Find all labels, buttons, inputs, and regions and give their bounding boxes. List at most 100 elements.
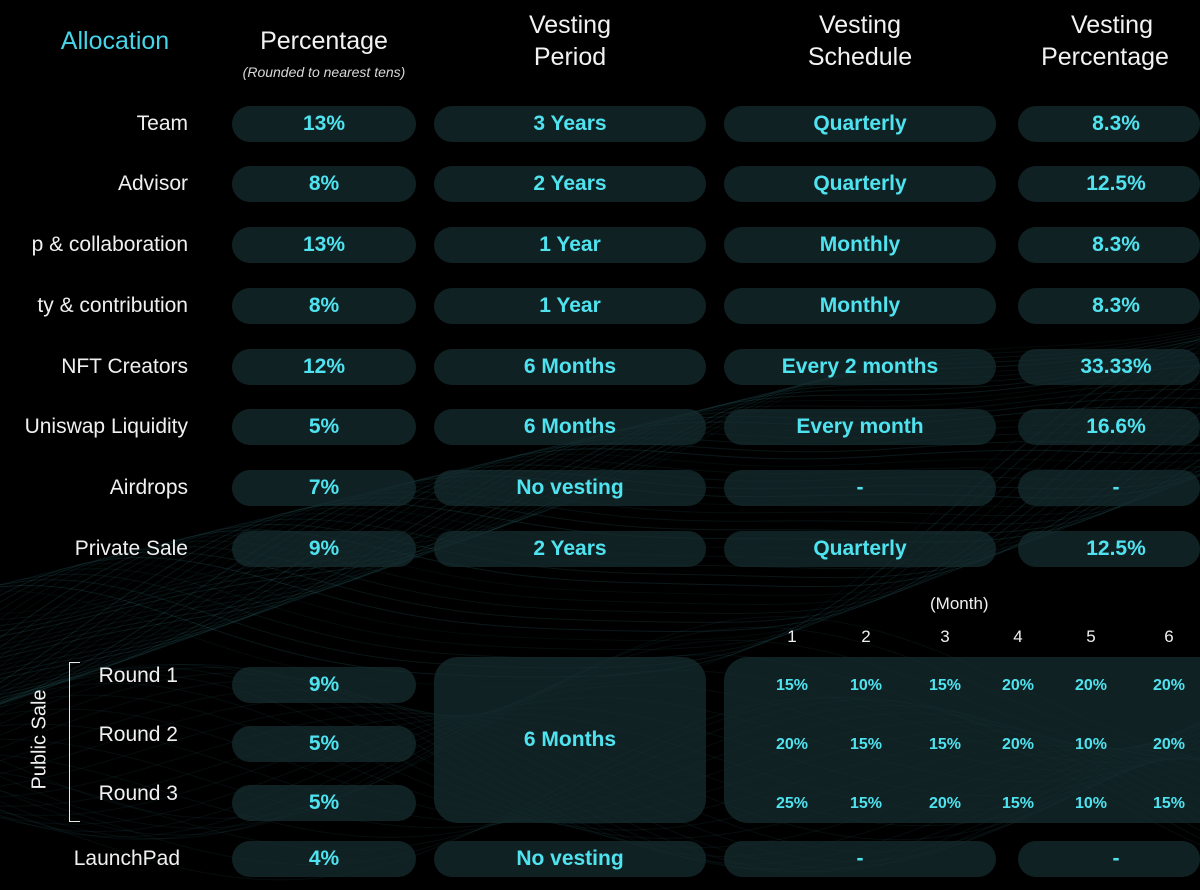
cell-monthly-pct: 20%: [1152, 677, 1186, 694]
row-label: ty & contribution: [37, 294, 188, 317]
cell-vest_pct: 8.3%: [1092, 294, 1140, 317]
cell-schedule: -: [856, 476, 864, 499]
month-number: 3: [940, 627, 950, 646]
cell-percentage: 13%: [302, 112, 346, 135]
round-label: Round 1: [98, 664, 178, 687]
cell-pill: [232, 531, 416, 567]
cell-pill: [1018, 349, 1200, 385]
cell-monthly-pct: 10%: [849, 677, 883, 694]
cell-percentage: 4%: [308, 847, 340, 870]
month-number: 2: [861, 627, 871, 646]
cell-monthly-pct: 20%: [1152, 736, 1186, 753]
cell-period: No vesting: [516, 476, 624, 499]
cell-schedule: Monthly: [819, 294, 901, 317]
cell-monthly-pct: 25%: [775, 795, 809, 812]
cell-percentage: 9%: [308, 673, 340, 696]
cell-pill: [232, 227, 416, 263]
cell-schedule: Monthly: [819, 233, 901, 256]
cell-monthly-pct: 10%: [1074, 795, 1108, 812]
wave-line: [0, 358, 1200, 655]
cell-pill: [724, 227, 996, 263]
cell-pill: [1018, 409, 1200, 445]
cell-pill: [724, 409, 996, 445]
wave-line: [0, 365, 1200, 659]
cell-pill: [1018, 470, 1200, 506]
period-merged-pill: [434, 657, 706, 823]
month-number: 1: [787, 627, 797, 646]
wave-line: [0, 349, 1200, 651]
month-number: 6: [1164, 627, 1174, 646]
row-label: NFT Creators: [61, 355, 188, 378]
cell-pill: [434, 288, 706, 324]
cell-pill: [232, 667, 416, 703]
cell-pill: [1018, 106, 1200, 142]
wave-line: [0, 470, 1200, 695]
cell-pill: [232, 288, 416, 324]
wave-line: [0, 355, 1200, 641]
header-percentage-note: (Rounded to nearest tens): [242, 64, 406, 80]
cell-percentage: 8%: [308, 294, 340, 317]
cell-monthly-pct: 20%: [928, 795, 962, 812]
row-label: Advisor: [117, 172, 188, 195]
wave-line: [0, 453, 1200, 702]
cell-monthly-pct: 20%: [1001, 736, 1035, 753]
cell-period: 3 Years: [533, 112, 607, 135]
cell-monthly-pct: 15%: [928, 736, 962, 753]
month-header: (Month): [930, 594, 989, 613]
cell-schedule: -: [856, 847, 864, 870]
cell-monthly-pct: 15%: [849, 736, 883, 753]
cell-period: 1 Year: [539, 294, 601, 317]
cell-pill: [232, 409, 416, 445]
cell-vest_pct: 12.5%: [1086, 172, 1146, 195]
wave-line: [0, 459, 1200, 704]
header-allocation: Allocation: [60, 27, 170, 55]
cell-vest_pct: 12.5%: [1086, 537, 1146, 560]
cell-pill: [724, 166, 996, 202]
cell-pill: [1018, 227, 1200, 263]
cell-pill: [434, 166, 706, 202]
row-label: Uniswap Liquidity: [24, 415, 188, 438]
header-percentage: Percentage: [260, 27, 388, 55]
cell-percentage: 5%: [308, 791, 340, 814]
header-vesting-percentage-line1: Vesting: [1070, 11, 1153, 39]
cell-pill: [434, 106, 706, 142]
wave-line: [0, 352, 1200, 650]
header-vesting-schedule-line1: Vesting: [818, 11, 901, 39]
month-number: 4: [1013, 627, 1023, 646]
cell-pill: [724, 531, 996, 567]
cell-vest_pct: 33.33%: [1080, 355, 1152, 378]
cell-pill: [1018, 531, 1200, 567]
cell-vest_pct: 8.3%: [1092, 233, 1140, 256]
cell-period: 6 Months: [523, 415, 617, 438]
cell-monthly-pct: 20%: [1001, 677, 1035, 694]
wave-line: [0, 363, 1200, 633]
cell-pill: [1018, 166, 1200, 202]
cell-pill: [434, 470, 706, 506]
cell-schedule: Every 2 months: [781, 355, 939, 378]
cell-pill: [724, 288, 996, 324]
header-vesting-period-line2: Period: [533, 43, 607, 71]
wave-line: [0, 448, 1200, 699]
header-vesting-period-line1: Vesting: [528, 11, 611, 39]
cell-percentage: 5%: [308, 415, 340, 438]
cell-monthly-pct: 15%: [1001, 795, 1035, 812]
wave-line: [0, 381, 1200, 614]
header-vesting-percentage-line2: Percentage: [1041, 43, 1169, 71]
cell-percentage: 8%: [308, 172, 340, 195]
cell-monthly-pct: 15%: [928, 677, 962, 694]
row-label: Private Sale: [74, 537, 188, 560]
cell-pill: [1018, 288, 1200, 324]
row-label: Airdrops: [109, 476, 188, 499]
wave-line: [0, 412, 1200, 639]
wave-line: [0, 423, 1200, 649]
cell-schedule: Every month: [796, 415, 924, 438]
cell-vest_pct: -: [1112, 847, 1120, 870]
cell-schedule: Quarterly: [813, 537, 907, 560]
wave-line: [0, 371, 1200, 623]
cell-monthly-pct: 20%: [1074, 677, 1108, 694]
cell-pill: [434, 531, 706, 567]
row-label: Team: [136, 112, 188, 135]
cell-period: 6 Months: [523, 355, 617, 378]
cell-monthly-pct: 20%: [775, 736, 809, 753]
cell-vest_pct: 16.6%: [1086, 415, 1146, 438]
